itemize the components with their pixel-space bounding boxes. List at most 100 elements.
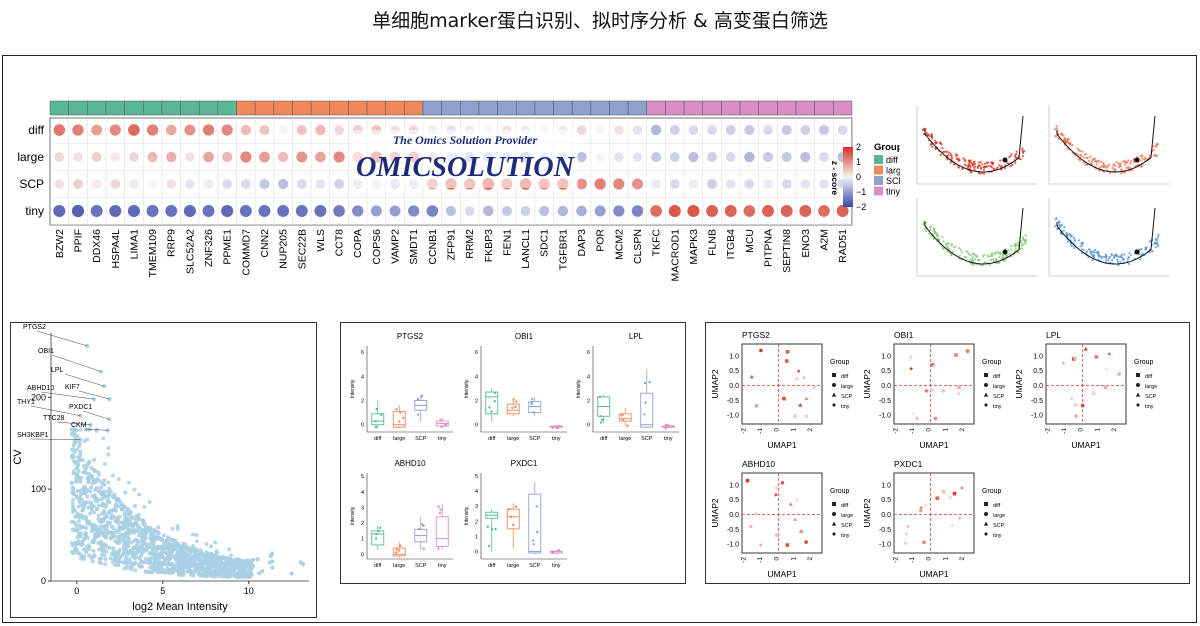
cv-point [85,462,90,467]
umap-y-tick-label: 0.0 [1033,383,1043,390]
boxplot-y-tick-label: 0 [361,552,364,558]
umap-point [745,478,750,483]
cv-point [122,566,127,571]
trajectory-cell-point [963,255,967,259]
heatmap-column-label: COPA [352,229,364,258]
umap-point [954,353,958,357]
trajectory-cell-point [1009,165,1012,168]
heatmap-dot [91,179,102,189]
cv-point [232,564,237,569]
boxplot-point [531,539,535,542]
cv-point [126,561,131,566]
trajectory-cell-point [969,159,972,162]
cv-point [226,560,231,565]
umap-legend-title: Group [982,488,1002,495]
cv-point [173,538,178,543]
cv-point [207,559,212,564]
cv-point [102,482,107,487]
umap-legend-marker [984,532,988,536]
umap-panel: PTGS2 -2 -1 0 1 2 1.0 0.5 0.0 -0.5 -1.0 UMAP1 UMAP2 G… [705,322,1190,584]
trajectory-cell-point [1104,164,1107,168]
boxplot-point [670,425,673,428]
cv-point [208,555,213,560]
trajectory-cell-point [1069,242,1072,245]
boxplot-point [556,427,560,430]
trajectory-cell-point [972,161,976,164]
cv-point [229,572,234,577]
umap-y-tick-label: 0.5 [1033,368,1043,375]
boxplot-point [599,421,603,424]
heatmap-dot [445,205,457,217]
trajectory-cell-point [1098,169,1101,172]
umap-point [924,389,929,393]
trajectory-cell-point [1090,160,1094,163]
heatmap-dot [277,151,289,163]
boxplot-point [375,532,378,536]
cv-point [183,542,188,547]
trajectory-cell-point [973,253,977,256]
cv-point [174,543,179,548]
cv-point [104,526,109,531]
heatmap-dot [333,205,345,217]
heatmap-dot [109,204,122,218]
trajectory-cell-point [947,154,950,157]
trajectory-branch-node [1134,157,1140,163]
cv-point [70,455,75,460]
heatmap-dot [724,205,737,217]
cv-label-leader [30,438,81,440]
trajectory-cell-point [1112,163,1116,166]
cv-point [108,515,113,520]
umap-y-tick-label: -1.0 [727,542,739,549]
cv-point [76,469,81,474]
trajectory-cell-point [1130,169,1133,172]
trajectory-cell-point [949,161,952,164]
trajectory-cell-point [945,150,949,153]
heatmap-dot [278,125,288,135]
group-annotation-cell [366,100,386,116]
cv-point [101,496,106,501]
page-title: 单细胞marker蛋白识别、拟时序分析 & 高变蛋白筛选 [372,10,828,32]
umap-legend-marker [832,403,836,407]
cv-points [69,427,306,580]
umap-x-tick-label: 2 [959,428,966,432]
trajectory-path [924,115,1024,173]
cv-point-label: PXDC1 [69,404,92,411]
boxplot-point [486,525,490,528]
heatmap-dot [72,124,84,136]
cv-point [133,538,138,543]
umap-legend-marker [983,392,989,397]
trajectory-cell-point [1095,251,1098,254]
umap-legend-marker [984,383,988,387]
cv-point [143,569,148,574]
umap-panel-title: PXDC1 [894,459,923,469]
trajectory-cell-point [1058,221,1061,224]
cv-point-label: OBI1 [38,348,54,355]
cv-point [132,556,137,561]
group-annotation-cell [329,100,349,116]
trajectory-cell-point [1066,140,1069,143]
cv-point [86,505,91,510]
boxplot-box [618,413,632,422]
boxplot-box [506,508,520,530]
cv-point [111,560,116,565]
trajectory-cell-point [952,246,955,249]
cv-point [132,487,137,492]
trajectory-cell-point [1086,250,1089,253]
umap-point [930,387,934,392]
trajectory-cell-point [1127,165,1130,168]
cv-x-axis-title: log2 Mean Intensity [132,601,228,613]
trajectory-cell-point [1125,166,1128,169]
boxplot-y-tick-label: 3 [475,504,478,510]
trajectory-cell-point [1155,239,1158,242]
heatmap-dot [650,124,662,136]
cv-x-tick-label: 10 [244,586,254,596]
heatmap-dot [203,151,214,163]
boxplot-y-tick-label: 6 [475,350,478,356]
trajectory-cell-point [985,161,989,164]
cv-point [125,523,130,528]
boxplot-y-tick-label: 5 [361,474,364,480]
trajectory-cell-point [1155,242,1158,245]
cv-point [149,565,154,570]
umap-legend-label: SCP [993,394,1005,400]
heatmap-column-label: MCM2 [613,229,625,260]
